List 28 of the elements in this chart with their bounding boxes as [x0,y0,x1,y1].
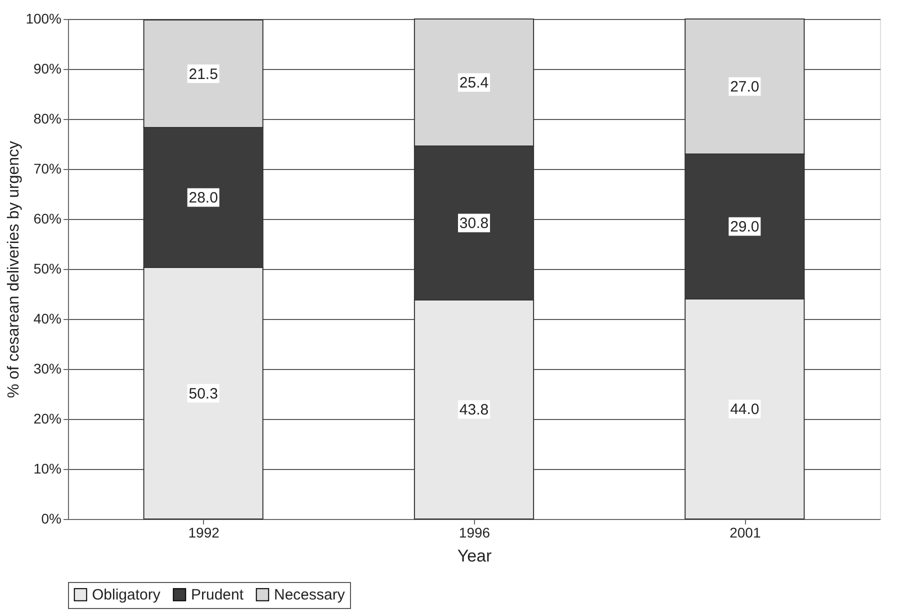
y-tick-label: 90% [33,60,62,76]
y-tick-label: 60% [33,210,62,226]
data-label: 30.8 [459,215,489,232]
y-tick-label: 80% [33,110,62,126]
data-label: 44.0 [730,401,760,418]
data-label: 27.0 [730,78,760,96]
y-tick-label: 70% [33,160,62,176]
data-label: 25.4 [459,74,489,92]
legend-label: Prudent [191,586,244,604]
y-axis-title: % of cesarean deliveries by urgency [6,140,23,398]
x-axis-title: Year [457,546,492,566]
legend-label: Obligatory [92,586,161,604]
y-tick-label: 0% [41,510,62,526]
y-tick-label: 10% [33,460,62,476]
data-label: 29.0 [730,218,760,236]
x-tick-label: 2001 [730,524,761,540]
data-label: 28.0 [188,190,218,206]
x-tick-label: 1996 [458,524,490,540]
y-tick-label: 20% [33,410,62,426]
y-tick-label: 50% [33,260,62,276]
data-label: 43.8 [459,402,489,418]
x-tick-label: 1992 [188,524,220,540]
y-tick-label: 100% [26,10,62,26]
legend-label: Necessary [274,586,346,604]
y-tick-label: 40% [33,310,62,326]
data-label: 50.3 [188,385,218,402]
y-tick-label: 30% [33,360,62,376]
data-label: 21.5 [188,66,218,83]
